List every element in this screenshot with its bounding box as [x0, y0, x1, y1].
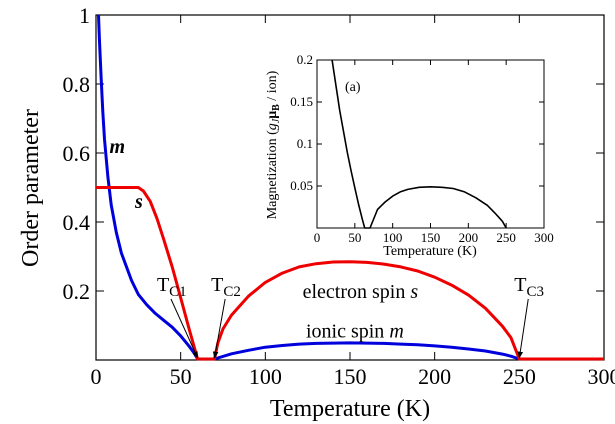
main-y-axis-title: Order parameter [18, 109, 44, 267]
inset-y-tick-label: 0.2 [297, 52, 313, 67]
inset-x-axis-title: Temperature (K) [383, 244, 477, 259]
annotation-label: ionic spin m [306, 321, 404, 343]
main-y-tick-label: 0.2 [63, 279, 91, 304]
inset-x-tick-label: 200 [459, 230, 479, 245]
main-x-tick-label: 50 [170, 364, 192, 389]
inset-y-tick-label: 0.05 [290, 178, 313, 193]
annotation-label: m [110, 136, 126, 158]
inset-x-tick-label: 250 [496, 230, 516, 245]
main-y-tick-label: 0.4 [63, 210, 91, 235]
annotation-arrow [519, 299, 528, 358]
annotation-label: electron spin s [303, 281, 419, 303]
annotation-label: TC2 [211, 274, 241, 300]
main-y-tick-label: 0.8 [63, 72, 91, 97]
annotation-label: TC1 [157, 274, 187, 300]
main-x-axis-title: Temperature (K) [270, 396, 430, 422]
inset-y-axis-title: Magnetization (gJμB / ion) [265, 70, 282, 219]
annotation-label: TC3 [514, 274, 544, 300]
main-x-tick-label: 250 [503, 364, 536, 389]
inset-x-tick-label: 300 [534, 230, 554, 245]
main-x-tick-label: 200 [418, 364, 451, 389]
inset-x-tick-label: 100 [383, 230, 403, 245]
inset-x-tick-label: 0 [314, 230, 321, 245]
inset-y-tick-label: 0.1 [297, 136, 313, 151]
main-x-tick-label: 150 [334, 364, 367, 389]
main-y-tick-label: 0.6 [63, 141, 91, 166]
inset-y-tick-label: 0.15 [290, 94, 313, 109]
inset-plot: 0 50 100 150 200 250 300 0.05 0.1 0.15 0.2 (a) Te… [265, 52, 554, 259]
annotation-label: s [134, 191, 143, 213]
main-x-tick-label: 300 [588, 364, 615, 389]
main-x-tick-label: 0 [91, 364, 102, 389]
inset-panel-label: (a) [345, 80, 361, 95]
inset-x-tick-label: 50 [348, 230, 361, 245]
main-x-tick-label: 100 [249, 364, 282, 389]
inset-x-tick-label: 150 [421, 230, 441, 245]
main-y-tick-label: 1 [79, 3, 90, 28]
